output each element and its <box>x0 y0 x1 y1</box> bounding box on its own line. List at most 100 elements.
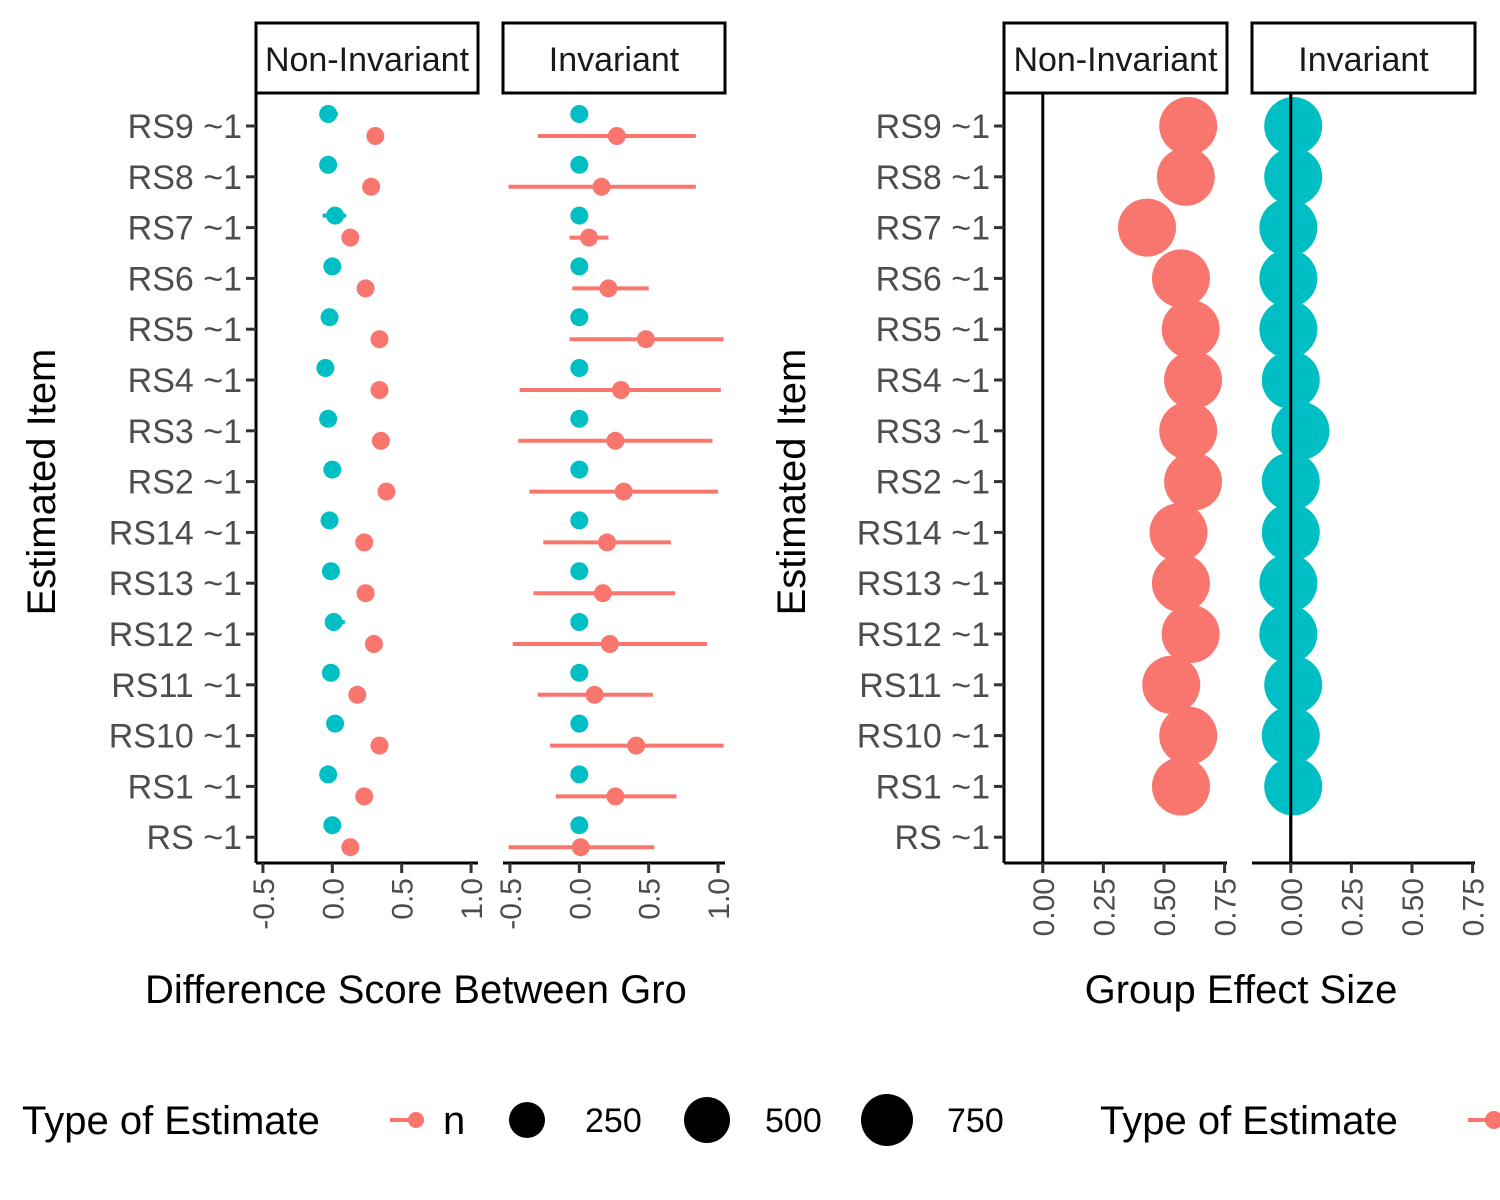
right-panel-1-x-tick-label: 0.00 <box>1276 878 1309 936</box>
right-panel-0-x-tick-label: 0.25 <box>1088 878 1121 936</box>
right-y-tick-label: RS1 ~1 <box>876 768 990 806</box>
left-y-tick-label: RS12 ~1 <box>109 616 242 654</box>
right-panel-0-x-tick-label: 0.75 <box>1210 878 1243 936</box>
left-y-tick-label: RS5 ~1 <box>128 311 242 349</box>
left-point-invariant <box>319 155 338 174</box>
right-y-tick-label: RS2 ~1 <box>876 464 990 502</box>
left-point-non-invariant <box>355 533 374 552</box>
left-point-invariant <box>570 359 589 377</box>
left-panel-0-x-tick-label: -0.5 <box>248 878 281 930</box>
right-y-tick-label: RS12 ~1 <box>857 616 990 654</box>
right-facet-strip-0-label: Non-Invariant <box>1013 41 1218 79</box>
right-facet-strip-1-rect <box>1250 21 1477 95</box>
left-point-non-invariant <box>614 482 633 501</box>
left-point-invariant <box>323 257 342 276</box>
left-y-tick-label: RS1 ~1 <box>128 768 242 806</box>
left-point-invariant <box>570 460 589 479</box>
left-y-tick-label: RS13 ~1 <box>109 565 242 603</box>
right-y-tick-label: RS10 ~1 <box>857 718 990 756</box>
right-y-tick-label: RS11 ~1 <box>859 667 990 705</box>
left-point-non-invariant <box>611 381 630 399</box>
left-y-tick-label: RS14 ~1 <box>109 514 242 552</box>
left-point-invariant <box>326 206 345 225</box>
right-point-invariant <box>1264 97 1323 155</box>
left-point-non-invariant <box>370 736 389 755</box>
legend-right: Type of Estimate <box>1100 1099 1500 1143</box>
left-point-non-invariant <box>606 431 625 450</box>
left-point-invariant <box>570 816 589 835</box>
legend-left: Type of Estimate n 250 500 750 <box>22 1094 1004 1146</box>
right-point-non-invariant <box>1161 300 1220 359</box>
left-y-tick-label: RS6 ~1 <box>128 260 242 298</box>
left-point-invariant <box>321 562 340 581</box>
legend-size-250-dot <box>509 1102 545 1138</box>
left-point-invariant <box>570 663 589 682</box>
right-y-tick-label: RS6 ~1 <box>876 260 990 298</box>
left-point-non-invariant <box>571 838 590 857</box>
left-point-non-invariant <box>341 838 360 857</box>
left-point-non-invariant <box>356 279 375 298</box>
right-point-non-invariant <box>1159 97 1218 155</box>
left-point-non-invariant <box>580 228 599 247</box>
right-point-invariant <box>1264 147 1323 206</box>
left-x-axis-title: Difference Score Between Gro <box>145 968 687 1012</box>
left-point-non-invariant <box>606 787 625 806</box>
left-point-invariant <box>323 816 342 835</box>
right-point-invariant <box>1259 249 1318 308</box>
right-point-non-invariant <box>1156 147 1215 206</box>
right-y-tick-label: RS ~1 <box>895 819 990 857</box>
left-point-non-invariant <box>370 381 389 399</box>
right-y-tick-label: RS7 ~1 <box>876 210 990 248</box>
left-point-invariant <box>324 613 343 631</box>
right-point-invariant <box>1259 300 1318 359</box>
left-point-invariant <box>321 663 340 682</box>
legend-size-500-dot <box>684 1097 730 1143</box>
left-point-non-invariant <box>627 736 646 755</box>
left-point-invariant <box>570 511 589 530</box>
left-y-tick-label: RS7 ~1 <box>128 210 242 248</box>
left-point-non-invariant <box>600 635 619 653</box>
right-panel-1-x-tick-label: 0.25 <box>1336 878 1369 936</box>
left-point-invariant <box>570 206 589 225</box>
left-point-non-invariant <box>593 584 612 603</box>
left-point-invariant <box>570 714 589 733</box>
left-y-tick-label: RS9 ~1 <box>128 108 242 146</box>
left-point-invariant <box>323 460 342 479</box>
left-panel-1-x-tick-label: -0.5 <box>495 878 528 930</box>
right-y-axis-title: Estimated Item <box>770 349 814 616</box>
right-point-invariant <box>1271 401 1330 460</box>
left-panel-0-x-tick-label: 0.5 <box>387 878 420 920</box>
left-point-non-invariant <box>341 228 360 247</box>
right-y-tick-label: RS4 ~1 <box>876 362 990 400</box>
left-point-non-invariant <box>355 787 374 806</box>
difference-score-chart: Estimated Item Difference Score Between … <box>20 21 736 1012</box>
right-panel-0-x-tick-label: 0.50 <box>1149 878 1182 936</box>
left-point-non-invariant <box>364 635 383 653</box>
left-point-non-invariant <box>370 330 389 349</box>
legend-size-750-label: 750 <box>947 1102 1004 1140</box>
left-panel-0-x-tick-label: 0.0 <box>317 878 350 920</box>
left-panel-0-x-tick-label: 1.0 <box>456 878 489 920</box>
right-point-invariant <box>1259 554 1318 613</box>
legend-right-title: Type of Estimate <box>1100 1099 1398 1143</box>
left-point-non-invariant <box>599 279 618 298</box>
right-panel-0-x-tick-label: 0.00 <box>1028 878 1061 936</box>
left-y-tick-label: RS10 ~1 <box>109 718 242 756</box>
left-point-non-invariant <box>585 685 604 704</box>
left-point-non-invariant <box>362 177 381 196</box>
left-point-non-invariant <box>371 431 390 450</box>
left-facet-strip-1-rect <box>501 21 727 95</box>
left-point-invariant <box>570 409 589 428</box>
right-facet-strip-0-rect <box>1002 21 1229 95</box>
right-y-tick-label: RS9 ~1 <box>876 108 990 146</box>
right-point-non-invariant <box>1151 554 1210 613</box>
right-point-non-invariant <box>1142 655 1201 714</box>
left-panel-1-x-tick-label: 0.0 <box>564 878 597 920</box>
left-point-invariant <box>570 308 589 327</box>
right-point-invariant <box>1264 757 1323 816</box>
left-point-invariant <box>570 155 589 174</box>
right-panel-1-x-tick-label: 0.50 <box>1397 878 1430 936</box>
left-point-invariant <box>570 257 589 276</box>
left-point-invariant <box>316 359 335 377</box>
